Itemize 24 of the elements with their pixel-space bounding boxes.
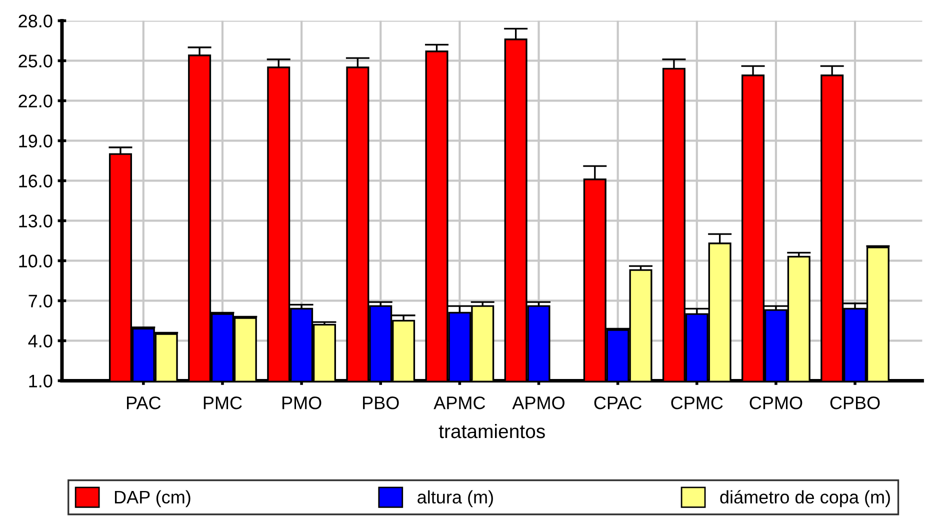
y-tick-label: 7.0 <box>28 294 52 308</box>
legend-label: diámetro de copa (m) <box>720 490 890 508</box>
legend-label: altura (m) <box>418 490 493 508</box>
x-tick-label: CPAC <box>594 396 642 410</box>
legend-label: DAP (cm) <box>114 490 190 508</box>
x-tick-label: APMO <box>512 396 564 410</box>
y-tick-label: 16.0 <box>19 174 52 188</box>
y-tick-label: 19.0 <box>19 134 52 148</box>
x-tick-label: PBO <box>363 396 399 410</box>
y-tick-label: 13.0 <box>19 214 52 228</box>
x-tick-label: PMO <box>282 396 322 410</box>
y-tick-label: 25.0 <box>18 54 52 68</box>
y-tick-label: 28.0 <box>18 14 52 28</box>
y-tick-label: 10.0 <box>19 254 52 268</box>
x-axis-title: tratamientos <box>438 424 545 438</box>
x-tick-label: CPMO <box>750 396 802 410</box>
y-tick-label: 1.0 <box>29 374 52 388</box>
y-tick-label: 22.0 <box>18 94 52 108</box>
x-tick-label: APMC <box>434 396 486 410</box>
y-tick-label: 4.0 <box>28 334 52 348</box>
x-tick-label: CPBO <box>830 396 880 410</box>
x-tick-label: PAC <box>127 396 161 410</box>
x-tick-label: PMC <box>204 396 242 410</box>
x-tick-label: CPMC <box>671 396 723 410</box>
